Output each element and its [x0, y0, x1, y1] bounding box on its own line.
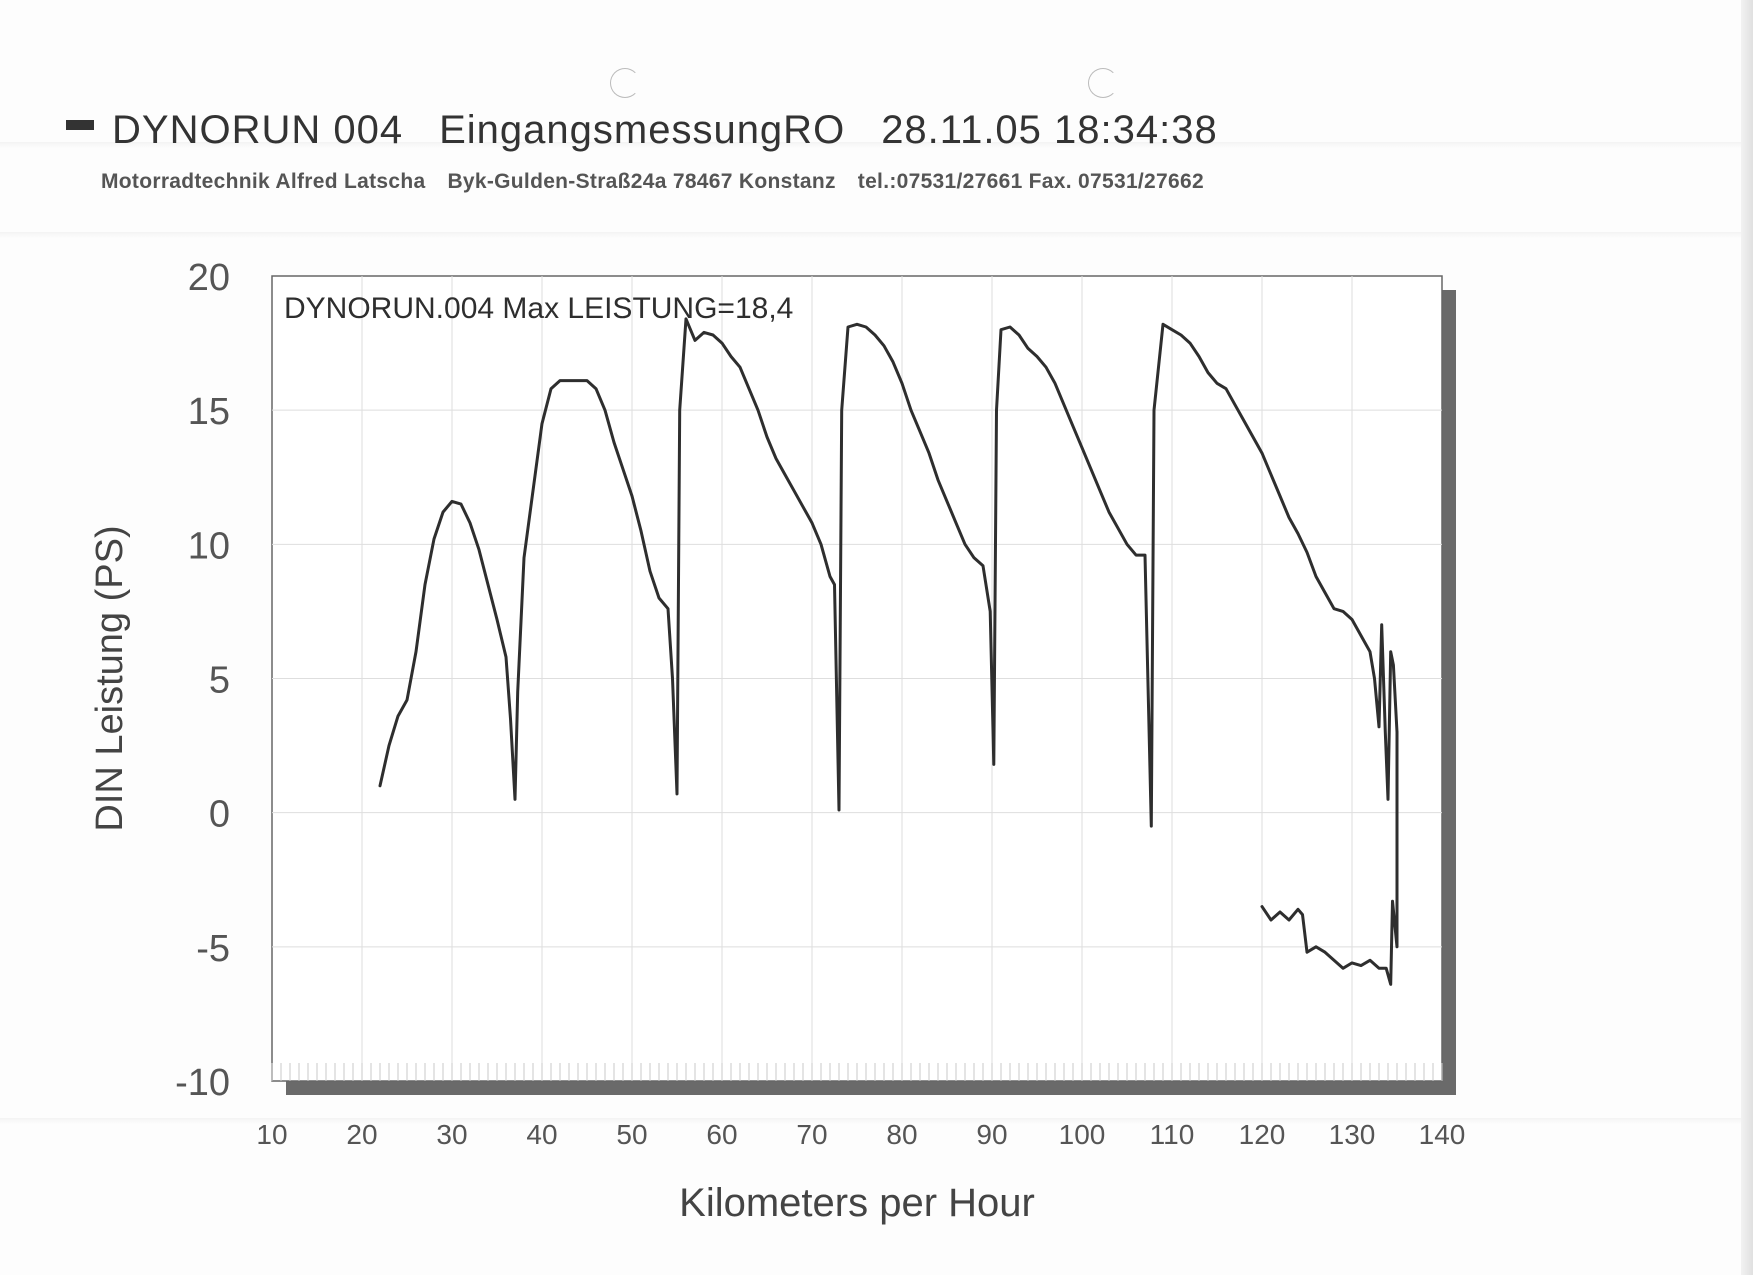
company-phone: tel.:07531/27661 Fax. 07531/27662: [857, 170, 1204, 193]
title-dash-icon: [66, 120, 94, 130]
y-tick-label: -5: [196, 928, 230, 970]
x-tick-label: 60: [706, 1119, 737, 1150]
series-line: [378, 317, 1399, 828]
title-measurement: EingangsmessungRO: [439, 108, 846, 152]
x-tick-label: 50: [616, 1119, 647, 1150]
x-tick-label: 10: [256, 1119, 287, 1150]
y-tick-label: 20: [188, 257, 230, 299]
x-tick-label: 80: [886, 1119, 917, 1150]
punch-hole: [1088, 68, 1118, 98]
page-title: DYNORUN 004 EingangsmessungRO 28.11.05 18:…: [66, 108, 1218, 153]
title-timestamp: 28.11.05 18:34:38: [881, 108, 1218, 152]
title-run: DYNORUN 004: [112, 108, 404, 152]
x-tick-label: 120: [1239, 1119, 1286, 1150]
x-tick-label: 130: [1329, 1119, 1376, 1150]
y-tick-label: 0: [209, 794, 230, 836]
company-name: Motorradtechnik Alfred Latscha: [101, 170, 426, 193]
x-tick-label: 70: [796, 1119, 827, 1150]
x-tick-label: 110: [1150, 1119, 1195, 1150]
x-tick-label: 140: [1419, 1119, 1466, 1150]
company-line: Motorradtechnik Alfred Latscha Byk-Gulden…: [101, 170, 1226, 194]
x-tick-label: 90: [976, 1119, 1007, 1150]
y-tick-label: 10: [188, 525, 230, 567]
x-tick-label: 20: [346, 1119, 377, 1150]
page-edge: [1741, 0, 1753, 1275]
series-line: [1260, 730, 1399, 986]
x-tick-label: 30: [436, 1119, 467, 1150]
x-axis-title: Kilometers per Hour: [679, 1181, 1035, 1225]
x-tick-label: 40: [526, 1119, 557, 1150]
x-tick-label: 100: [1059, 1119, 1106, 1150]
y-tick-label: -10: [175, 1062, 230, 1104]
y-axis-title: DIN Leistung (PS): [89, 525, 131, 831]
max-power-annotation: DYNORUN.004 Max LEISTUNG=18,4: [284, 292, 793, 325]
y-tick-label: 15: [188, 391, 230, 433]
punch-hole: [610, 68, 640, 98]
y-tick-label: 5: [209, 660, 230, 702]
company-address: Byk-Gulden-Straß24a 78467 Konstanz: [447, 170, 836, 193]
